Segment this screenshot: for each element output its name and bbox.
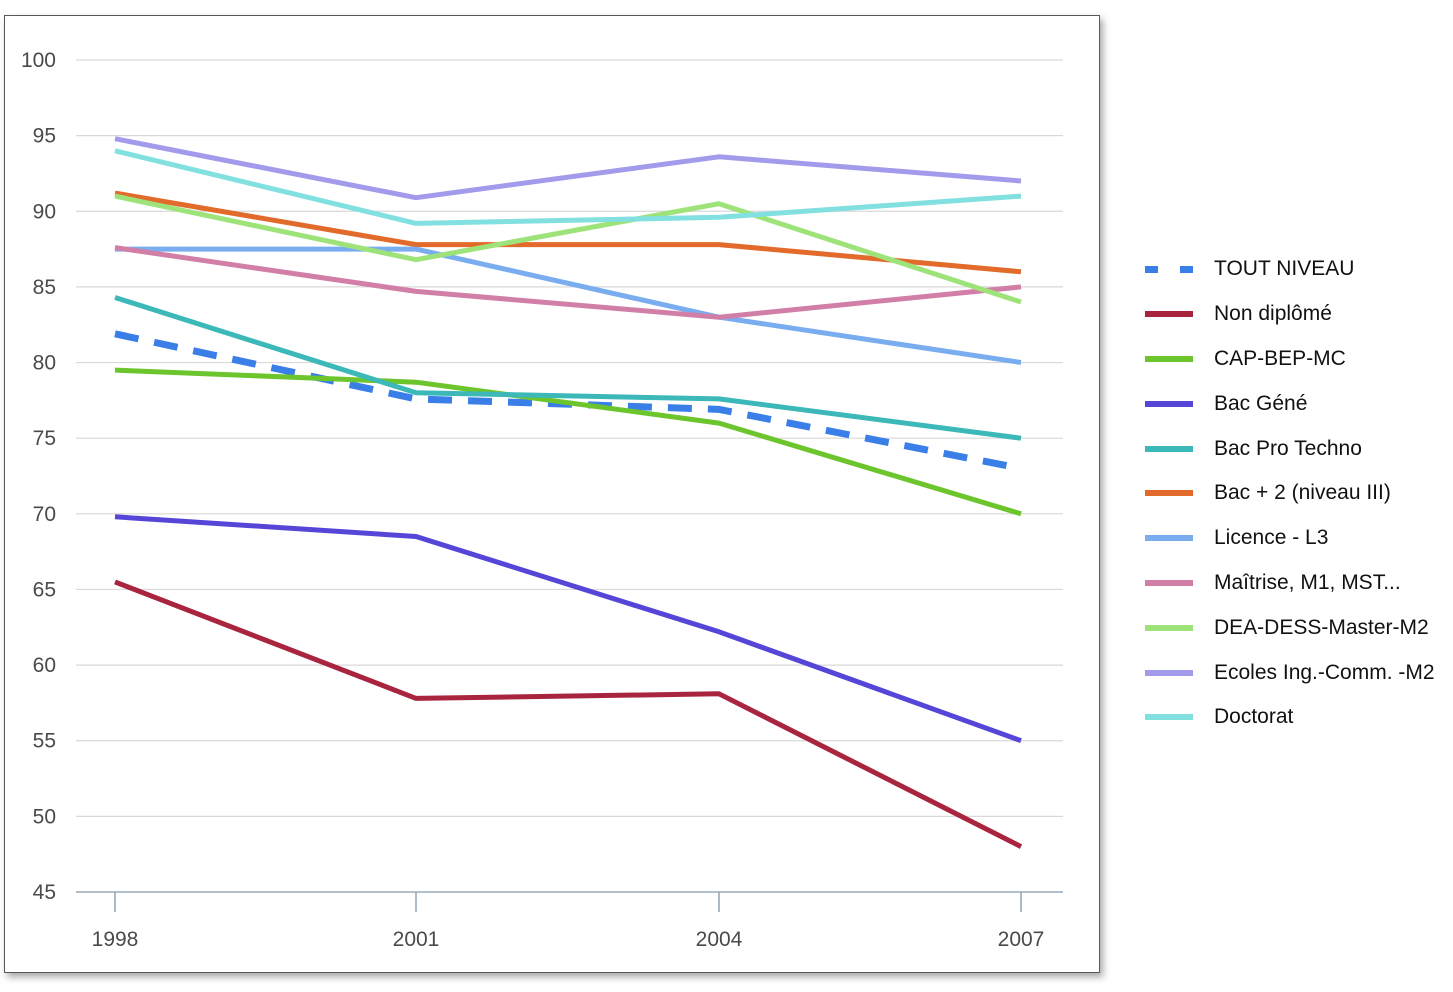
series-line-2 — [114, 579, 1023, 849]
legend-label: Non diplômé — [1214, 302, 1332, 326]
legend-item: Licence - L3 — [1145, 516, 1453, 561]
legend-item: Bac Géné — [1145, 381, 1453, 426]
legend-item: TOUT NIVEAU — [1145, 247, 1453, 292]
legend-swatch — [1145, 355, 1193, 362]
legend-label: Doctorat — [1214, 705, 1294, 729]
y-tick-label: 65 — [33, 578, 56, 601]
legend-swatch — [1145, 265, 1193, 273]
series-line-5 — [114, 295, 1022, 441]
legend-item: Ecoles Ing.-Comm. -M2 — [1145, 650, 1453, 695]
y-tick-label: 100 — [21, 49, 56, 72]
legend-label: Bac Pro Techno — [1214, 436, 1362, 460]
y-tick-label: 90 — [33, 200, 56, 223]
y-tick-label: 55 — [33, 730, 56, 753]
y-tick-label: 75 — [33, 427, 56, 450]
y-tick-label: 50 — [33, 805, 56, 828]
legend-swatch — [1145, 445, 1193, 452]
y-tick-label: 95 — [33, 125, 56, 148]
legend-item: Maîtrise, M1, MST... — [1145, 561, 1453, 606]
legend-swatch — [1145, 311, 1193, 318]
legend-item: Bac + 2 (niveau III) — [1145, 471, 1453, 516]
legend-swatch — [1145, 400, 1193, 407]
x-tick-label: 2001 — [393, 928, 440, 951]
series-line-6 — [114, 190, 1022, 275]
legend-item: Bac Pro Techno — [1145, 426, 1453, 471]
series-line-3 — [114, 367, 1022, 517]
legend-swatch — [1145, 714, 1193, 721]
legend-label: Licence - L3 — [1214, 526, 1329, 550]
legend-label: Bac + 2 (niveau III) — [1214, 481, 1391, 505]
y-tick-label: 85 — [33, 276, 56, 299]
gridlines — [76, 59, 1063, 817]
x-axis-tick-labels: 1998 2001 2004 2007 — [92, 928, 1045, 951]
legend-label: Ecoles Ing.-Comm. -M2 — [1214, 660, 1435, 684]
x-axis — [76, 891, 1063, 912]
legend-label: Bac Géné — [1214, 391, 1308, 415]
y-tick-label: 70 — [33, 503, 56, 526]
series-line-11 — [114, 148, 1022, 226]
series-line-7 — [115, 246, 1022, 365]
legend-item: CAP-BEP-MC — [1145, 337, 1453, 382]
series-line-8 — [114, 245, 1022, 320]
y-axis-tick-labels: 45 50 55 60 65 70 75 80 85 90 95 100 — [21, 49, 56, 904]
series-lines — [114, 136, 1023, 849]
legend-swatch — [1145, 624, 1193, 631]
series-line-4 — [114, 514, 1022, 744]
legend-label: DEA-DESS-Master-M2 — [1214, 615, 1429, 639]
legend-swatch — [1145, 669, 1193, 676]
series-line-9 — [114, 193, 1022, 305]
y-tick-label: 60 — [33, 654, 56, 677]
x-tick-label: 2007 — [998, 928, 1045, 951]
x-tick-label: 2004 — [696, 928, 743, 951]
legend-item: DEA-DESS-Master-M2 — [1145, 605, 1453, 650]
y-tick-label: 80 — [33, 352, 56, 375]
legend: TOUT NIVEAU Non diplômé CAP-BEP-MC Bac Géné… — [1145, 247, 1453, 740]
series-line-10 — [114, 136, 1022, 201]
legend-swatch — [1145, 535, 1193, 542]
legend-label: Maîtrise, M1, MST... — [1214, 570, 1401, 594]
legend-swatch — [1145, 579, 1193, 586]
x-tick-label: 1998 — [92, 928, 139, 951]
legend-item: Non diplômé — [1145, 292, 1453, 337]
legend-swatch — [1145, 490, 1193, 497]
legend-label: TOUT NIVEAU — [1214, 257, 1355, 281]
y-tick-label: 45 — [33, 881, 56, 904]
legend-label: CAP-BEP-MC — [1214, 346, 1346, 370]
legend-item: Doctorat — [1145, 695, 1453, 740]
